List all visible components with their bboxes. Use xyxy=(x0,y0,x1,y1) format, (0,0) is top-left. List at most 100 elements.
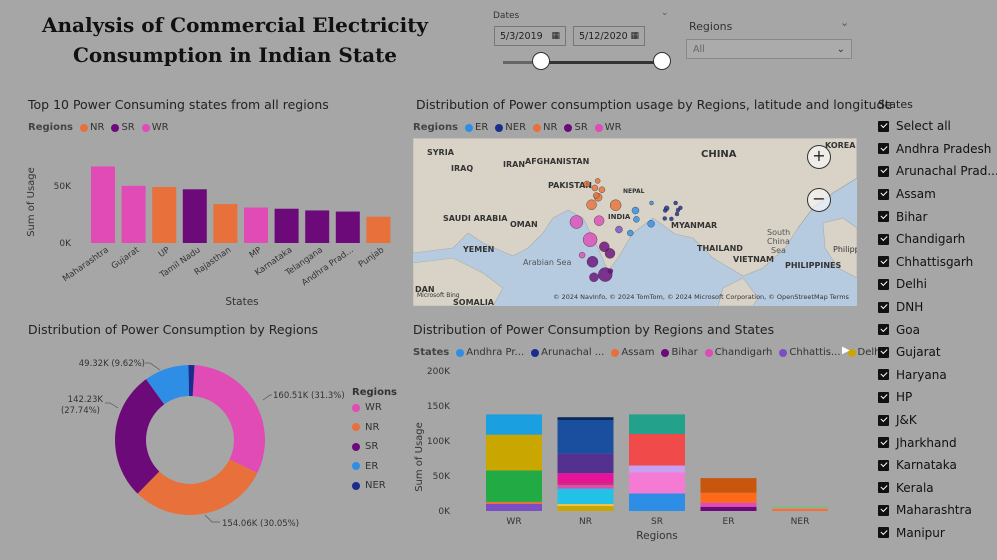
calendar-icon[interactable]: ▦ xyxy=(551,31,560,41)
checkbox-checked-icon[interactable] xyxy=(878,437,889,449)
checkbox-checked-icon[interactable] xyxy=(878,346,889,358)
checkbox-checked-icon[interactable] xyxy=(878,120,889,132)
checkbox-checked-icon[interactable] xyxy=(878,143,889,155)
legend-label: NR xyxy=(543,122,558,133)
checkbox-checked-icon[interactable] xyxy=(878,504,889,516)
checkbox-checked-icon[interactable] xyxy=(878,369,889,381)
checkbox-checked-icon[interactable] xyxy=(878,211,889,223)
date-slider-track[interactable] xyxy=(503,61,663,64)
legend-item-sr[interactable]: SR xyxy=(111,122,135,133)
checkbox-checked-icon[interactable] xyxy=(878,256,889,268)
bubble-map[interactable]: SYRIA IRAN AFGHANISTAN IRAQ CHINA KOREA … xyxy=(413,138,857,306)
state-option[interactable]: Karnataka xyxy=(878,454,993,477)
map-bubble xyxy=(604,248,616,259)
legend-item-state[interactable]: Chhattis... xyxy=(779,347,841,358)
checkbox-checked-icon[interactable] xyxy=(878,165,889,177)
legend-marker xyxy=(779,348,788,357)
legend-item-state[interactable]: Arunachal ... xyxy=(531,347,604,358)
legend-marker xyxy=(141,123,150,132)
zoom-out-button[interactable]: − xyxy=(807,188,831,212)
leader-line xyxy=(204,514,220,523)
state-option-label: DNH xyxy=(896,300,924,315)
legend-item-wr[interactable]: WR xyxy=(141,122,169,133)
dates-chevron-icon[interactable]: ⌄ xyxy=(661,8,669,18)
state-option[interactable]: DNH xyxy=(878,296,993,319)
state-option[interactable]: Andhra Pradesh xyxy=(878,138,993,161)
legend-item-nr[interactable]: NR xyxy=(80,122,104,133)
legend-item-nr[interactable]: NR xyxy=(533,122,557,133)
legend-item-sr[interactable]: SR xyxy=(564,122,588,133)
calendar-icon[interactable]: ▦ xyxy=(630,31,639,41)
checkbox-checked-icon[interactable] xyxy=(878,482,889,494)
start-date-input[interactable]: 5/3/2019 ▦ xyxy=(494,26,566,46)
map-bubble xyxy=(586,199,597,210)
legend-label: Assam xyxy=(621,347,655,358)
state-option[interactable]: Maharashtra xyxy=(878,499,993,522)
state-option[interactable]: Haryana xyxy=(878,364,993,387)
legend-item-ner[interactable]: NER xyxy=(495,122,526,133)
checkbox-checked-icon[interactable] xyxy=(878,301,889,313)
regions-dropdown[interactable]: All ⌄ xyxy=(686,39,852,59)
date-slider-start-handle[interactable] xyxy=(532,52,550,70)
legend-item-sr[interactable]: SR xyxy=(352,437,397,457)
stacked-bar-segment xyxy=(629,465,685,473)
map-label-philipp: Philipp xyxy=(833,245,857,254)
x-tick-label: ER xyxy=(723,517,735,527)
legend-item-state[interactable]: Bihar xyxy=(661,347,698,358)
state-option[interactable]: Gujarat xyxy=(878,341,993,364)
data-label: 154.06K (30.05%) xyxy=(222,519,299,529)
legend-marker xyxy=(352,403,360,412)
legend-item-wr[interactable]: WR xyxy=(352,398,397,418)
state-option-label: Gujarat xyxy=(896,345,941,360)
checkbox-checked-icon[interactable] xyxy=(878,188,889,200)
state-option[interactable]: Assam xyxy=(878,183,993,206)
bar xyxy=(366,216,391,243)
stacked-bar-segment xyxy=(557,420,614,454)
x-tick-label: Punjab xyxy=(357,245,386,270)
checkbox-checked-icon[interactable] xyxy=(878,527,889,539)
legend-item-state[interactable]: Delhi xyxy=(847,347,883,358)
checkbox-checked-icon[interactable] xyxy=(878,233,889,245)
checkbox-checked-icon[interactable] xyxy=(878,278,889,290)
stacked-bar-segment xyxy=(629,434,685,466)
state-option[interactable]: J&K xyxy=(878,409,993,432)
state-option[interactable]: Select all xyxy=(878,115,993,138)
checkbox-checked-icon[interactable] xyxy=(878,324,889,336)
state-option[interactable]: HP xyxy=(878,386,993,409)
date-slider-end-handle[interactable] xyxy=(653,52,671,70)
stacked-bar-segment xyxy=(557,506,614,511)
checkbox-checked-icon[interactable] xyxy=(878,459,889,471)
legend-item-state[interactable]: Andhra Pr... xyxy=(456,347,524,358)
state-option[interactable]: Chhattisgarh xyxy=(878,251,993,274)
zoom-in-button[interactable]: + xyxy=(807,145,831,169)
legend-item-nr[interactable]: NR xyxy=(352,418,397,438)
state-option[interactable]: Chandigarh xyxy=(878,228,993,251)
checkbox-checked-icon[interactable] xyxy=(878,414,889,426)
regions-header-chevron-icon[interactable]: ⌄ xyxy=(840,16,850,29)
donut-slice xyxy=(192,365,265,474)
map-bubble xyxy=(631,206,640,215)
legend-item-er[interactable]: ER xyxy=(352,457,397,477)
legend-item-ner[interactable]: NER xyxy=(352,476,397,496)
end-date-input[interactable]: 5/12/2020 ▦ xyxy=(573,26,645,46)
state-option[interactable]: Manipur xyxy=(878,522,993,545)
legend-item-state[interactable]: Chandigarh xyxy=(704,347,772,358)
legend-next-arrow-icon[interactable]: ▶ xyxy=(842,345,850,356)
map-bubble xyxy=(615,225,623,234)
state-option[interactable]: Jharkhand xyxy=(878,431,993,454)
donut-slice xyxy=(146,365,190,405)
state-option[interactable]: Arunachal Prad... xyxy=(878,160,997,183)
legend-label: SR xyxy=(121,122,135,133)
legend-marker xyxy=(352,462,360,471)
map-label-nepal: NEPAL xyxy=(623,188,645,195)
legend-item-wr[interactable]: WR xyxy=(594,122,622,133)
legend-item-er[interactable]: ER xyxy=(465,122,488,133)
map-copyright[interactable]: © 2024 NavInfo, © 2024 TomTom, © 2024 Mi… xyxy=(553,293,849,301)
checkbox-checked-icon[interactable] xyxy=(878,391,889,403)
legend-item-state[interactable]: Assam xyxy=(611,347,654,358)
state-option[interactable]: Bihar xyxy=(878,205,993,228)
state-option[interactable]: Goa xyxy=(878,318,993,341)
state-option[interactable]: Kerala xyxy=(878,477,993,500)
state-option[interactable]: Delhi xyxy=(878,273,993,296)
legend-label: Andhra Pr... xyxy=(466,347,525,358)
